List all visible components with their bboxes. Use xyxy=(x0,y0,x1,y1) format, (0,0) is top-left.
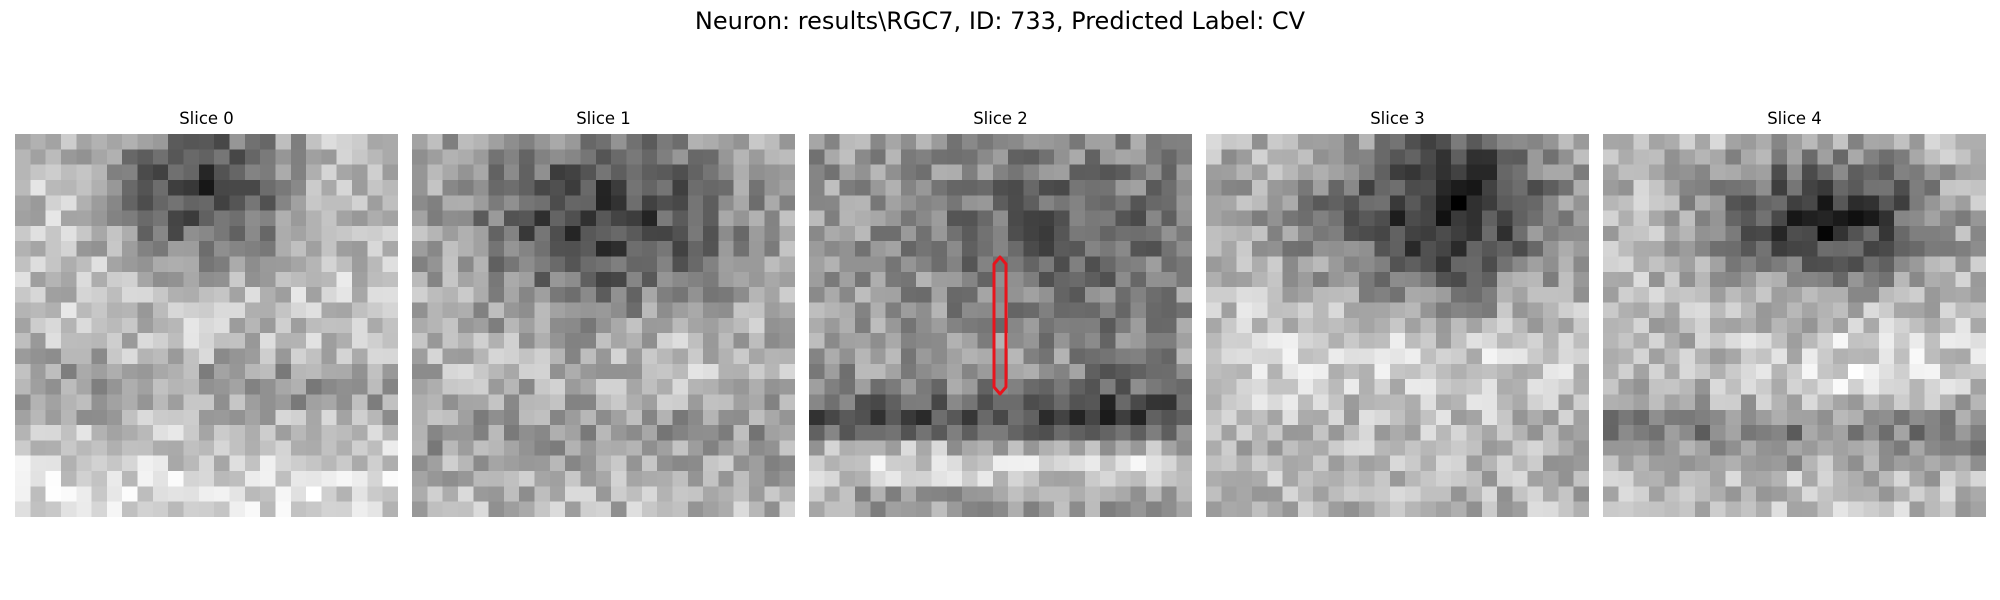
slice-panel-1: Slice 1 xyxy=(412,108,795,520)
slice-image-0 xyxy=(15,134,398,517)
slice-image-1 xyxy=(412,134,795,517)
slice-image-3 xyxy=(1206,134,1589,517)
slice-title-0: Slice 0 xyxy=(179,109,234,128)
slice-panel-4: Slice 4 xyxy=(1603,108,1986,520)
slice-panel-3: Slice 3 xyxy=(1206,108,1589,520)
slice-image-2 xyxy=(809,134,1192,517)
roi-overlay xyxy=(992,255,1008,396)
roi-outline xyxy=(992,255,1008,396)
slice-panel-0: Slice 0 xyxy=(15,108,398,520)
slice-title-2: Slice 2 xyxy=(973,109,1028,128)
slice-panel-2: Slice 2 xyxy=(809,108,1192,520)
slice-title-3: Slice 3 xyxy=(1370,109,1425,128)
figure-title: Neuron: results\RGC7, ID: 733, Predicted… xyxy=(694,7,1306,35)
slice-title-1: Slice 1 xyxy=(576,109,631,128)
slice-title-4: Slice 4 xyxy=(1767,109,1822,128)
slice-image-4 xyxy=(1603,134,1986,517)
